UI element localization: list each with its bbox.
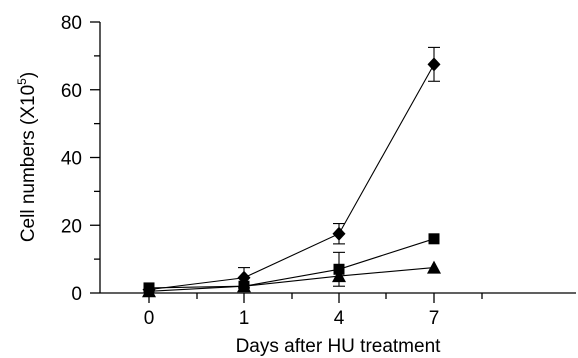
y-tick-label: 20	[61, 216, 82, 237]
y-axis-title-superscript: 5	[15, 78, 29, 85]
y-tick-label: 60	[61, 81, 82, 102]
y-axis-title: Cell numbers (X105)	[15, 72, 39, 242]
data-point-diamond	[427, 57, 441, 72]
series-diamond	[142, 46, 441, 297]
x-tick-label: 4	[334, 308, 345, 329]
data-point-triangle	[332, 269, 346, 283]
series-line	[148, 267, 435, 292]
series-triangle	[142, 260, 441, 298]
data-point-square	[428, 233, 440, 245]
y-tick-label: 40	[61, 149, 82, 170]
x-tick-label: 1	[239, 308, 250, 329]
x-axis-title: Days after HU treatment	[236, 336, 442, 357]
data-point-triangle	[427, 260, 441, 274]
data-point-diamond	[332, 226, 346, 241]
y-ticks: 0 20 40 60 80	[61, 13, 100, 305]
data-point-triangle	[237, 279, 251, 293]
y-axis-title-main: Cell numbers (X10	[18, 85, 39, 242]
y-tick-label: 0	[71, 284, 82, 305]
x-tick-label: 0	[144, 308, 155, 329]
series-layer	[142, 46, 441, 298]
data-point-triangle	[142, 284, 156, 298]
x-tick-label: 7	[429, 308, 440, 329]
y-tick-label: 80	[61, 13, 82, 34]
series-line	[148, 64, 435, 291]
series-line	[148, 238, 435, 289]
y-axis-title-close: )	[18, 72, 39, 78]
x-ticks: 0 1 4 7	[144, 293, 483, 329]
